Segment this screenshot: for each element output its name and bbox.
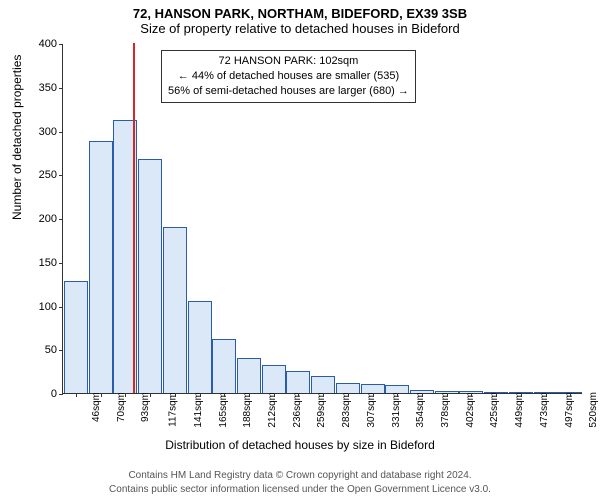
annotation-line-property: 72 HANSON PARK: 102sqm — [168, 54, 409, 69]
histogram-bar — [385, 385, 409, 393]
x-tick-mark — [348, 393, 349, 397]
y-tick-mark — [59, 394, 63, 395]
histogram-bar — [237, 358, 261, 393]
x-tick-label: 449sqm — [514, 392, 525, 428]
x-tick-label: 117sqm — [167, 392, 178, 427]
y-tick-label: 400 — [21, 38, 57, 50]
histogram-bar — [188, 301, 212, 393]
x-tick-mark — [521, 393, 522, 397]
x-tick-label: 283sqm — [341, 392, 352, 428]
x-tick-mark — [200, 393, 201, 397]
x-tick-mark — [570, 393, 571, 397]
x-tick-label: 141sqm — [193, 392, 204, 428]
histogram-bar — [459, 391, 483, 393]
histogram-bar — [361, 384, 385, 393]
y-tick-mark — [59, 263, 63, 264]
histogram-bar — [163, 227, 187, 393]
y-tick-label: 200 — [21, 213, 57, 225]
footer-line-2: Contains public sector information licen… — [0, 483, 600, 497]
y-tick-mark — [59, 307, 63, 308]
y-tick-label: 350 — [21, 82, 57, 94]
x-tick-mark — [323, 393, 324, 397]
histogram-bar — [89, 141, 113, 393]
y-tick-label: 300 — [21, 126, 57, 138]
x-tick-mark — [150, 393, 151, 397]
y-tick-mark — [59, 350, 63, 351]
y-tick-label: 250 — [21, 169, 57, 181]
x-tick-label: 259sqm — [316, 392, 327, 428]
histogram-bar — [212, 339, 236, 393]
x-tick-label: 307sqm — [366, 392, 377, 428]
histogram-bar — [558, 392, 582, 393]
x-tick-label: 331sqm — [391, 392, 402, 428]
x-tick-mark — [101, 393, 102, 397]
x-tick-mark — [76, 393, 77, 397]
x-tick-label: 354sqm — [415, 392, 426, 428]
y-tick-mark — [59, 132, 63, 133]
histogram-bar — [262, 365, 286, 393]
histogram-bar — [286, 371, 310, 393]
x-tick-mark — [397, 393, 398, 397]
y-tick-mark — [59, 175, 63, 176]
x-tick-label: 212sqm — [267, 392, 278, 428]
y-tick-label: 100 — [21, 301, 57, 313]
y-tick-label: 50 — [21, 344, 57, 356]
x-tick-label: 402sqm — [465, 392, 476, 428]
x-tick-mark — [373, 393, 374, 397]
x-tick-mark — [447, 393, 448, 397]
x-tick-mark — [274, 393, 275, 397]
histogram-bar — [311, 376, 335, 394]
histogram-bar — [484, 392, 508, 393]
x-tick-label: 236sqm — [292, 392, 303, 428]
x-tick-mark — [546, 393, 547, 397]
x-tick-mark — [471, 393, 472, 397]
x-tick-mark — [175, 393, 176, 397]
x-tick-label: 497sqm — [564, 392, 575, 428]
x-tick-mark — [125, 393, 126, 397]
y-tick-mark — [59, 44, 63, 45]
x-tick-label: 473sqm — [539, 392, 550, 428]
histogram-bar — [138, 159, 162, 394]
footer-attribution: Contains HM Land Registry data © Crown c… — [0, 469, 600, 496]
reference-line — [133, 43, 135, 393]
histogram-bar — [435, 391, 459, 393]
x-tick-label: 378sqm — [440, 392, 451, 428]
x-tick-mark — [224, 393, 225, 397]
y-tick-label: 150 — [21, 257, 57, 269]
histogram-bar — [336, 383, 360, 394]
annotation-line-smaller: ← 44% of detached houses are smaller (53… — [168, 69, 409, 84]
x-tick-label: 188sqm — [242, 392, 253, 428]
x-tick-mark — [249, 393, 250, 397]
chart-subtitle: Size of property relative to detached ho… — [0, 21, 600, 40]
annotation-line-larger: 56% of semi-detached houses are larger (… — [168, 84, 409, 99]
footer-line-1: Contains HM Land Registry data © Crown c… — [0, 469, 600, 483]
histogram-bar — [410, 390, 434, 394]
y-tick-mark — [59, 88, 63, 89]
chart-title-address: 72, HANSON PARK, NORTHAM, BIDEFORD, EX39… — [0, 0, 600, 21]
y-tick-label: 0 — [21, 388, 57, 400]
annotation-box: 72 HANSON PARK: 102sqm ← 44% of detached… — [161, 50, 416, 103]
y-tick-mark — [59, 219, 63, 220]
x-tick-mark — [298, 393, 299, 397]
x-tick-mark — [496, 393, 497, 397]
x-tick-mark — [422, 393, 423, 397]
histogram-bar — [509, 392, 533, 393]
x-tick-label: 425sqm — [489, 392, 500, 428]
x-axis-label: Distribution of detached houses by size … — [0, 438, 600, 452]
histogram-bar — [64, 281, 88, 393]
x-tick-label: 165sqm — [218, 392, 229, 428]
x-tick-label: 520sqm — [588, 392, 599, 428]
histogram-bar — [534, 392, 558, 393]
plot-area: 05010015020025030035040046sqm70sqm93sqm1… — [62, 44, 582, 394]
